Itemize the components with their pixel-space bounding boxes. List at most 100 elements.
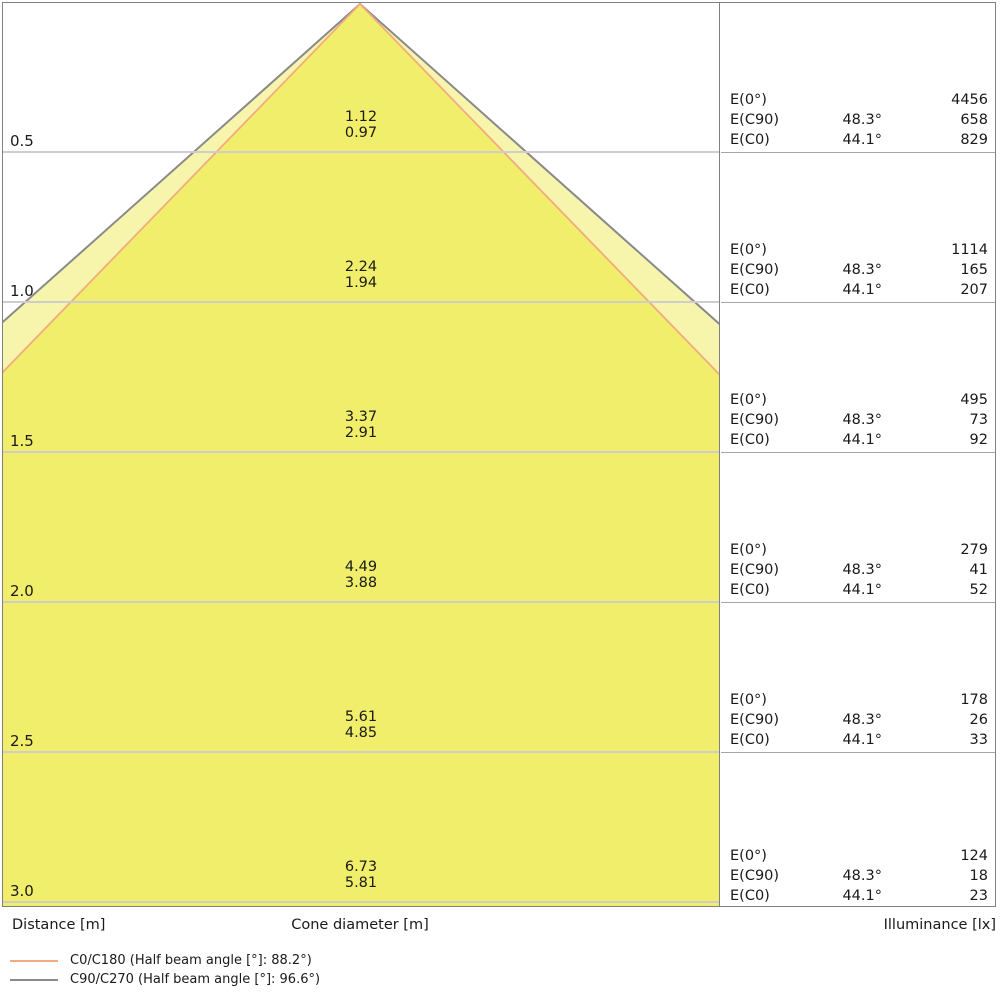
illuminance-value: 33 bbox=[969, 732, 988, 748]
illuminance-row: E(C0) 44.1° 207 bbox=[730, 280, 988, 300]
beam-angle-value bbox=[808, 690, 882, 710]
e-label: E(C90) bbox=[730, 712, 780, 728]
axis-label-cone-diameter: Cone diameter [m] bbox=[291, 917, 429, 933]
distance-tick: 1.0 bbox=[10, 282, 34, 300]
illuminance-value: 279 bbox=[960, 542, 988, 558]
illuminance-value: 658 bbox=[960, 112, 988, 128]
beam-angle-value bbox=[808, 846, 882, 866]
row-separator bbox=[721, 152, 995, 153]
illuminance-value: 829 bbox=[960, 132, 988, 148]
beam-angle-value: 48.3° bbox=[842, 112, 882, 128]
cone-diameter-values: 1.12 0.97 bbox=[291, 109, 431, 141]
beam-angle-value: 44.1° bbox=[842, 432, 882, 448]
c0-c180-cone-area bbox=[3, 3, 720, 906]
beam-angle-value bbox=[808, 240, 882, 260]
e-label: E(C90) bbox=[730, 112, 780, 128]
illuminance-row: E(C0) 44.1° 829 bbox=[730, 130, 988, 150]
cone-diameter-c0: 5.81 bbox=[344, 875, 378, 891]
illuminance-row: E(0°) 124 bbox=[730, 846, 988, 866]
row-separator bbox=[721, 452, 995, 453]
e-label: E(C90) bbox=[730, 562, 780, 578]
chart-border bbox=[2, 2, 996, 907]
illuminance-value: 52 bbox=[969, 582, 988, 598]
illuminance-value: 178 bbox=[960, 692, 988, 708]
illuminance-row: E(C0) 44.1° 92 bbox=[730, 430, 988, 450]
illuminance-row: E(0°) 1114 bbox=[730, 240, 988, 260]
cone-diameter-values: 6.73 5.81 bbox=[291, 859, 431, 891]
beam-angle-value bbox=[808, 90, 882, 110]
axis-label-illuminance: Illuminance [lx] bbox=[883, 917, 996, 933]
cone-diameter-c90: 1.12 bbox=[344, 109, 378, 125]
e-label: E(0°) bbox=[730, 542, 767, 558]
beam-angle-value: 44.1° bbox=[842, 888, 882, 904]
cone-diameter-values: 2.24 1.94 bbox=[291, 259, 431, 291]
c0-c180-line-swatch bbox=[10, 960, 58, 962]
illuminance-value: 495 bbox=[960, 392, 988, 408]
axis-label-distance: Distance [m] bbox=[12, 917, 106, 933]
illuminance-value: 92 bbox=[969, 432, 988, 448]
table-divider bbox=[719, 3, 720, 906]
row-separator bbox=[721, 302, 995, 303]
e-label: E(C0) bbox=[730, 432, 770, 448]
illuminance-value: 18 bbox=[969, 868, 988, 884]
illuminance-row: E(C0) 44.1° 33 bbox=[730, 730, 988, 750]
beam-angle-value: 48.3° bbox=[842, 868, 882, 884]
c90-c270-line-swatch bbox=[10, 979, 58, 981]
distance-tick: 0.5 bbox=[10, 132, 34, 150]
row-separator bbox=[721, 602, 995, 603]
illuminance-row: E(0°) 279 bbox=[730, 540, 988, 560]
illuminance-value: 124 bbox=[960, 848, 988, 864]
illuminance-block: E(0°) 495 E(C90) 48.3° 73 E(C0) 44.1° 92 bbox=[721, 390, 995, 450]
beam-angle-value: 44.1° bbox=[842, 582, 882, 598]
illuminance-row: E(0°) 4456 bbox=[730, 90, 988, 110]
illuminance-value: 41 bbox=[969, 562, 988, 578]
illuminance-block: E(0°) 124 E(C90) 48.3° 18 E(C0) 44.1° 23 bbox=[721, 846, 995, 906]
beam-angle-value: 48.3° bbox=[842, 712, 882, 728]
e-label: E(0°) bbox=[730, 692, 767, 708]
illuminance-value: 73 bbox=[969, 412, 988, 428]
e-label: E(C90) bbox=[730, 868, 780, 884]
e-label: E(0°) bbox=[730, 848, 767, 864]
illuminance-row: E(C0) 44.1° 52 bbox=[730, 580, 988, 600]
illuminance-value: 165 bbox=[960, 262, 988, 278]
cone-plot bbox=[3, 3, 720, 906]
illuminance-value: 26 bbox=[969, 712, 988, 728]
illuminance-row: E(0°) 495 bbox=[730, 390, 988, 410]
distance-tick: 2.5 bbox=[10, 732, 34, 750]
cone-diameter-c90: 3.37 bbox=[344, 409, 378, 425]
illuminance-row: E(C90) 48.3° 165 bbox=[730, 260, 988, 280]
illuminance-row: E(C90) 48.3° 658 bbox=[730, 110, 988, 130]
beam-angle-value: 44.1° bbox=[842, 132, 882, 148]
illuminance-row: E(0°) 178 bbox=[730, 690, 988, 710]
cone-diameter-c0: 2.91 bbox=[344, 425, 378, 441]
e-label: E(C0) bbox=[730, 132, 770, 148]
e-label: E(C0) bbox=[730, 282, 770, 298]
legend-label-c90: C90/C270 (Half beam angle [°]: 96.6°) bbox=[70, 972, 321, 987]
beam-angle-value: 44.1° bbox=[842, 732, 882, 748]
beam-angle-value bbox=[808, 540, 882, 560]
distance-tick: 2.0 bbox=[10, 582, 34, 600]
illuminance-value: 4456 bbox=[951, 92, 988, 108]
beam-angle-value: 44.1° bbox=[842, 282, 882, 298]
cone-diameter-c90: 6.73 bbox=[344, 859, 378, 875]
cone-diameter-c0: 0.97 bbox=[344, 125, 378, 141]
cone-diameter-c90: 4.49 bbox=[344, 559, 378, 575]
e-label: E(0°) bbox=[730, 392, 767, 408]
illuminance-row: E(C0) 44.1° 23 bbox=[730, 886, 988, 906]
e-label: E(0°) bbox=[730, 92, 767, 108]
cone-diameter-c0: 1.94 bbox=[344, 275, 378, 291]
beam-angle-value: 48.3° bbox=[842, 262, 882, 278]
legend-label-c0: C0/C180 (Half beam angle [°]: 88.2°) bbox=[70, 953, 312, 968]
illuminance-row: E(C90) 48.3° 26 bbox=[730, 710, 988, 730]
cone-diameter-c90: 2.24 bbox=[344, 259, 378, 275]
illuminance-row: E(C90) 48.3° 41 bbox=[730, 560, 988, 580]
illuminance-value: 1114 bbox=[951, 242, 988, 258]
distance-tick: 3.0 bbox=[10, 882, 34, 900]
cone-diameter-c90: 5.61 bbox=[344, 709, 378, 725]
row-separator bbox=[721, 752, 995, 753]
cone-diameter-values: 3.37 2.91 bbox=[291, 409, 431, 441]
illuminance-value: 23 bbox=[969, 888, 988, 904]
illuminance-block: E(0°) 1114 E(C90) 48.3° 165 E(C0) 44.1° … bbox=[721, 240, 995, 300]
illuminance-row: E(C90) 48.3° 73 bbox=[730, 410, 988, 430]
